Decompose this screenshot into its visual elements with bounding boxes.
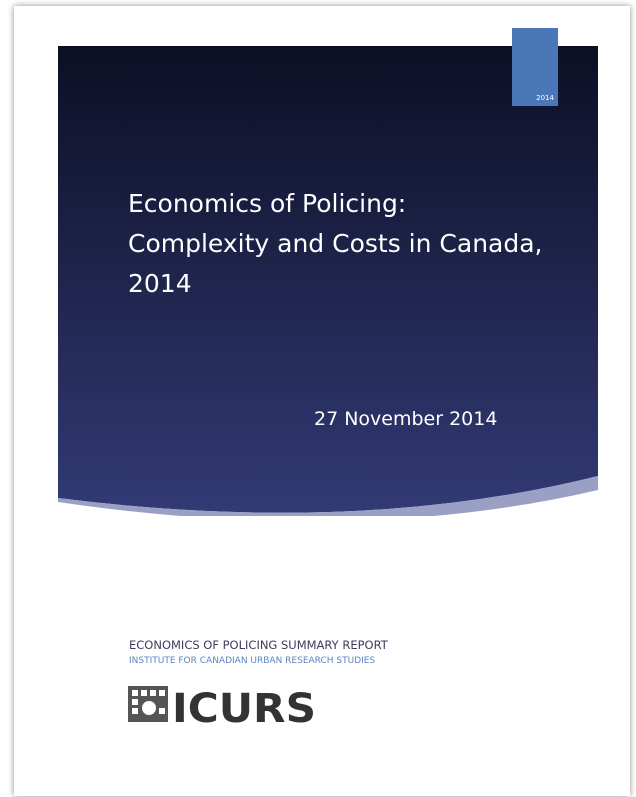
year-text: 2014: [536, 94, 554, 102]
date: 27 November 2014: [314, 408, 498, 430]
report-name: ECONOMICS OF POLICING SUMMARY REPORT: [129, 638, 388, 652]
title: Economics of Policing: Complexity and Co…: [128, 189, 543, 298]
logo-text: ICURS: [172, 686, 316, 732]
page: 2014 Economics of Policing: Complexity a…: [14, 6, 630, 796]
logo: ICURS: [128, 686, 316, 732]
year-tab: 2014: [512, 28, 558, 106]
institute: INSTITUTE FOR CANADIAN URBAN RESEARCH ST…: [129, 656, 376, 666]
cover-band: [58, 46, 598, 516]
